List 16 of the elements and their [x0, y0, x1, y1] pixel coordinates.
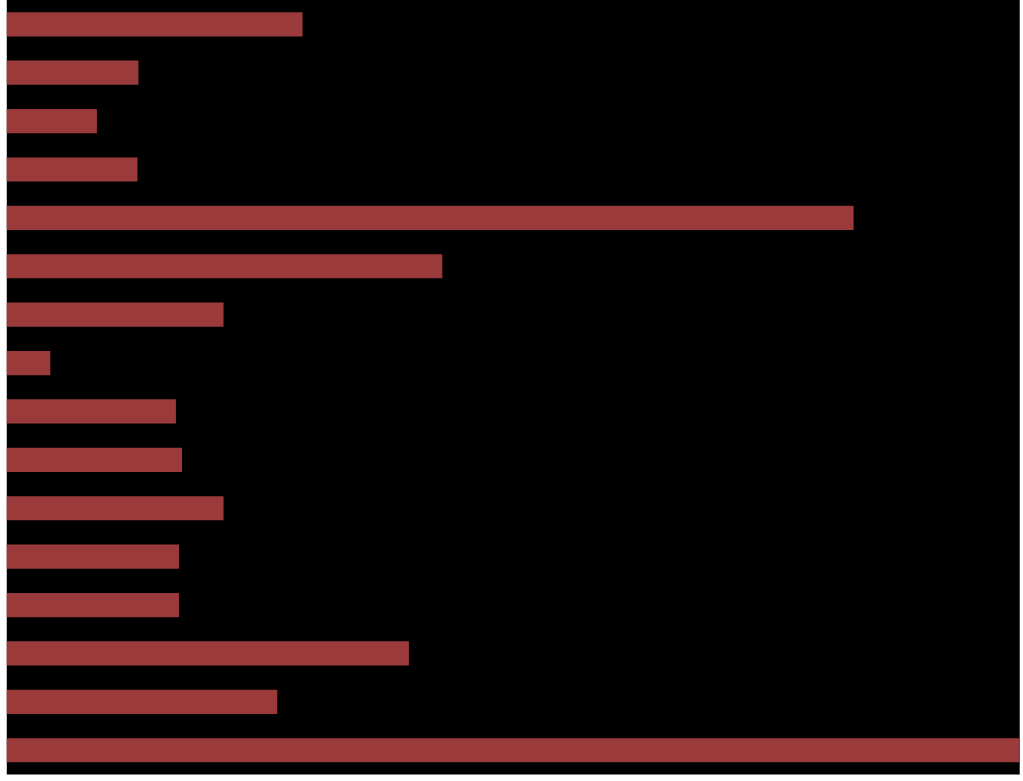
bar	[6, 689, 278, 714]
bar	[6, 108, 97, 134]
bar	[6, 544, 179, 569]
bar	[6, 738, 1020, 763]
bar	[6, 60, 139, 85]
bar	[6, 399, 176, 424]
bar	[6, 205, 854, 230]
bar	[6, 641, 409, 666]
bar	[6, 496, 224, 521]
bar	[6, 350, 51, 376]
bar	[6, 592, 179, 618]
bar	[6, 12, 303, 37]
bar	[6, 302, 224, 327]
bar	[6, 157, 138, 182]
bar	[6, 254, 443, 279]
bar	[6, 447, 183, 472]
